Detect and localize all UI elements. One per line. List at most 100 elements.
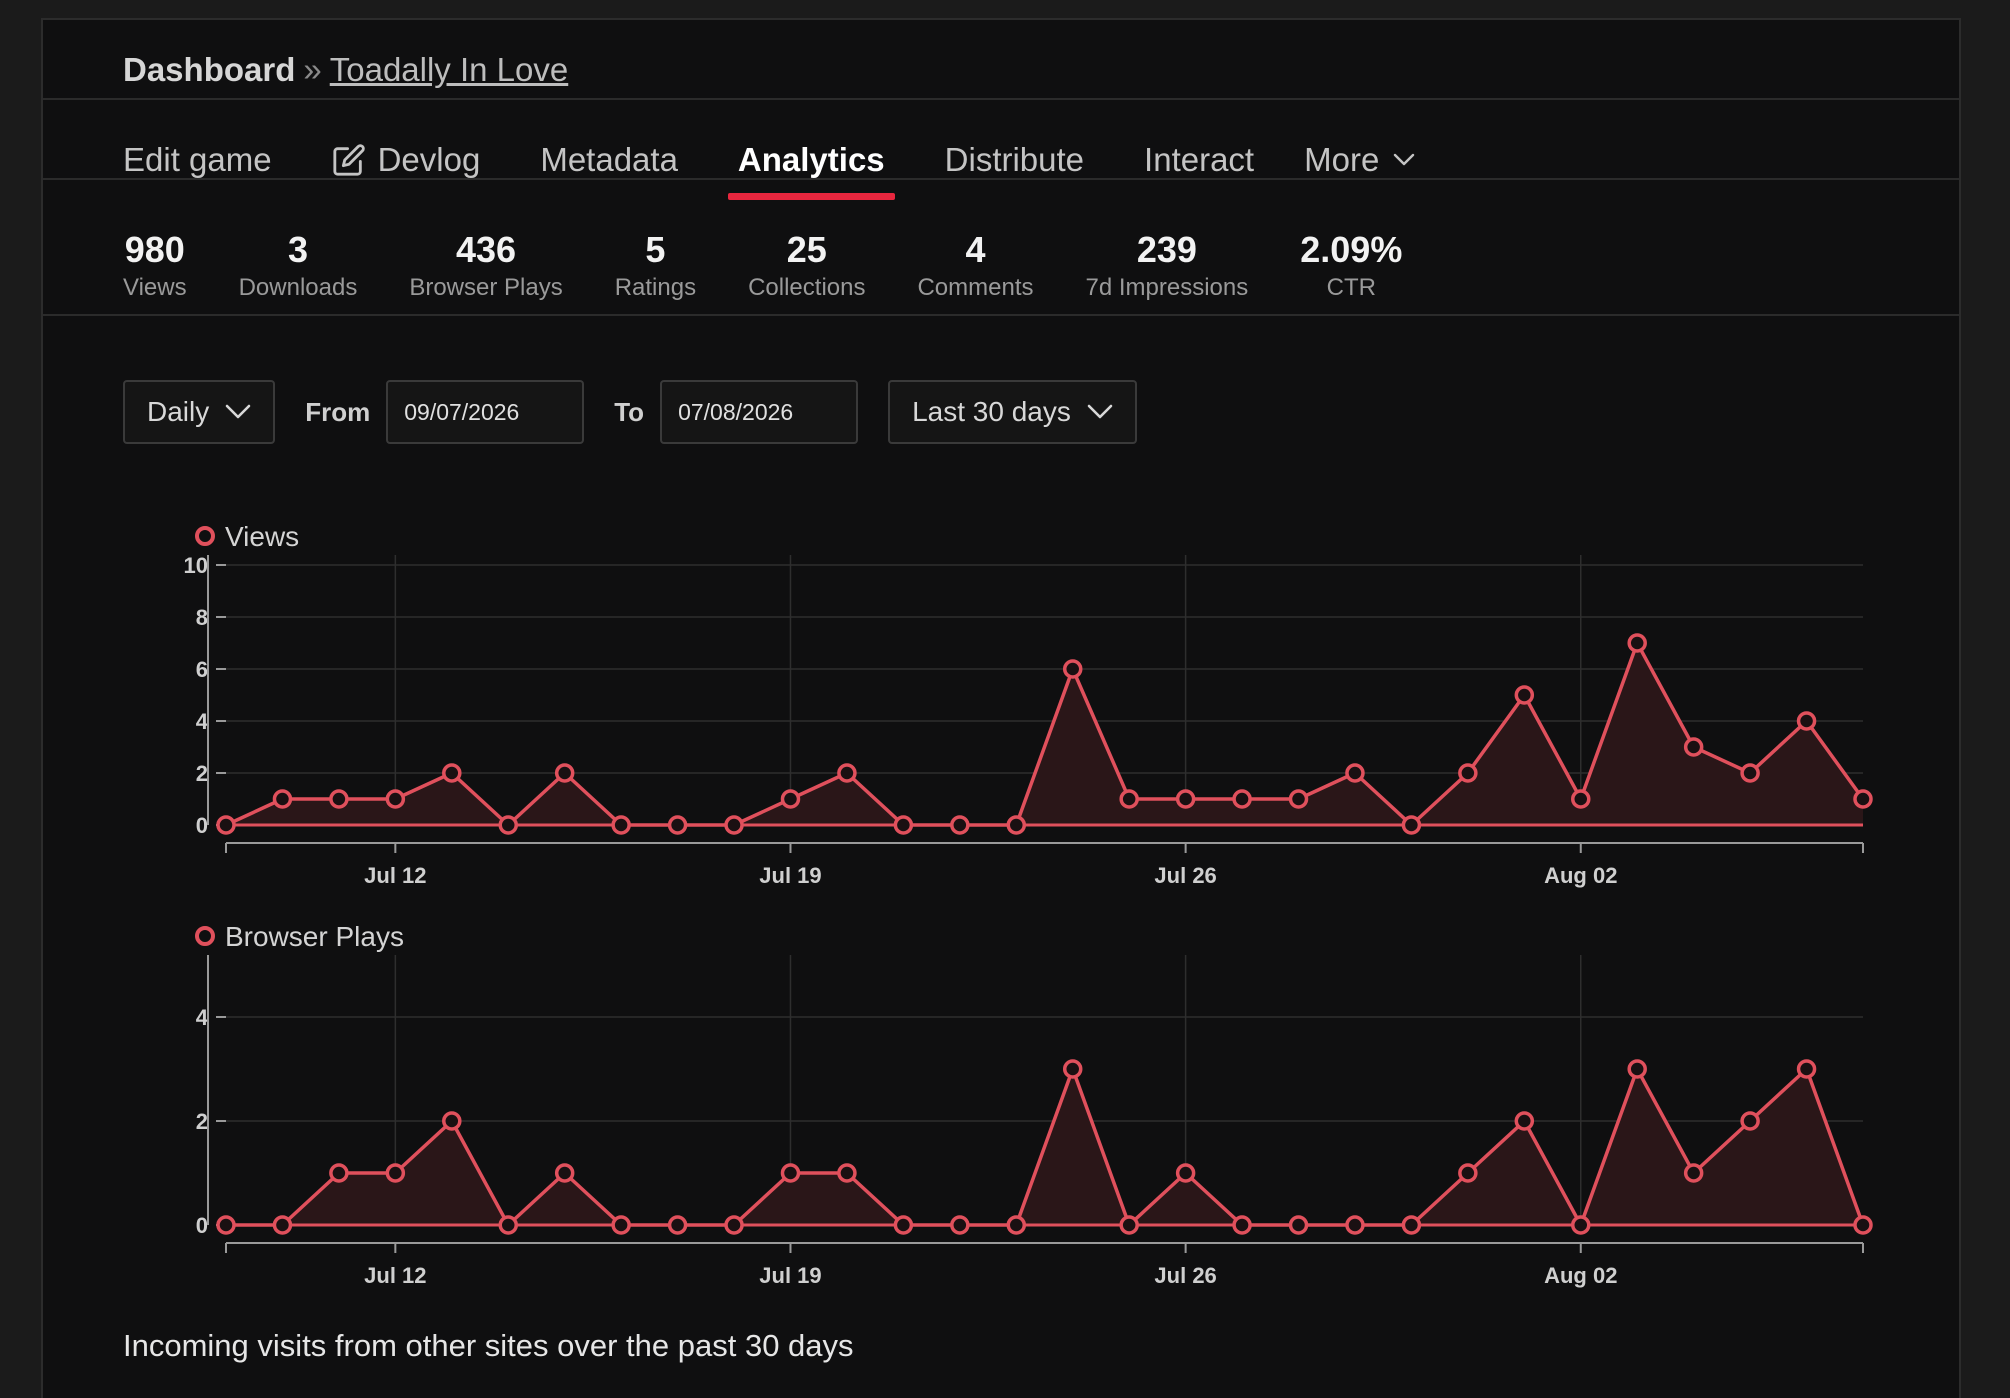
- data-point[interactable]: [1627, 1059, 1647, 1079]
- data-point[interactable]: [1514, 685, 1535, 705]
- data-point[interactable]: [1345, 763, 1365, 783]
- data-point[interactable]: [1740, 763, 1760, 783]
- data-point[interactable]: [442, 1111, 462, 1131]
- stat-browser-plays[interactable]: 436 Browser Plays: [409, 228, 562, 304]
- tab-metadata[interactable]: Metadata: [540, 120, 678, 200]
- stat-collections[interactable]: 25 Collections: [748, 228, 865, 304]
- data-point[interactable]: [1232, 789, 1252, 809]
- data-point[interactable]: [780, 1163, 801, 1183]
- data-point[interactable]: [442, 763, 462, 783]
- data-point[interactable]: [1401, 1215, 1422, 1235]
- data-point[interactable]: [1288, 1215, 1309, 1235]
- data-point[interactable]: [1571, 1215, 1591, 1235]
- data-point[interactable]: [272, 789, 293, 809]
- tab-analytics[interactable]: Analytics: [727, 120, 895, 200]
- divider: [43, 314, 1959, 316]
- data-point[interactable]: [837, 763, 857, 783]
- data-point[interactable]: [385, 1163, 406, 1183]
- stat-comments[interactable]: 4 Comments: [917, 228, 1033, 304]
- tab-label: Distribute: [944, 141, 1085, 178]
- data-point[interactable]: [1119, 1215, 1139, 1235]
- data-point[interactable]: [893, 815, 914, 835]
- series-line: [225, 641, 1865, 827]
- data-point[interactable]: [1740, 1111, 1760, 1131]
- data-point[interactable]: [724, 815, 744, 835]
- data-point[interactable]: [272, 1215, 293, 1235]
- to-date-input[interactable]: [660, 380, 859, 444]
- data-point[interactable]: [1006, 1215, 1027, 1235]
- data-point[interactable]: [950, 1215, 970, 1235]
- data-point[interactable]: [667, 815, 688, 835]
- stat-label: Views: [123, 274, 187, 301]
- data-point[interactable]: [1062, 1059, 1083, 1079]
- data-point[interactable]: [498, 1215, 518, 1235]
- data-point[interactable]: [1345, 1215, 1365, 1235]
- data-point[interactable]: [1175, 789, 1196, 809]
- data-point[interactable]: [1232, 1215, 1252, 1235]
- data-point[interactable]: [1288, 789, 1309, 809]
- stat-label: Comments: [917, 274, 1034, 301]
- stat-impressions[interactable]: 239 7d Impressions: [1086, 228, 1249, 304]
- data-point[interactable]: [554, 1163, 575, 1183]
- data-point[interactable]: [1683, 737, 1704, 757]
- tab-edit-game[interactable]: Edit game: [123, 120, 272, 200]
- data-point[interactable]: [1796, 1059, 1817, 1079]
- x-tick-label: Jul 12: [364, 1263, 426, 1288]
- data-point[interactable]: [1458, 763, 1478, 783]
- data-point[interactable]: [1627, 633, 1647, 653]
- data-point[interactable]: [1853, 1215, 1873, 1235]
- data-point[interactable]: [1853, 789, 1873, 809]
- from-label: From: [305, 396, 371, 427]
- data-point[interactable]: [554, 763, 575, 783]
- y-tick-label: 4: [196, 709, 209, 734]
- data-point[interactable]: [1514, 1111, 1535, 1131]
- legend-label: Browser Plays: [225, 921, 404, 952]
- data-point[interactable]: [724, 1215, 744, 1235]
- data-point[interactable]: [1571, 789, 1591, 809]
- data-point[interactable]: [837, 1163, 857, 1183]
- stat-views[interactable]: 980 Views: [123, 228, 187, 304]
- data-point[interactable]: [216, 815, 236, 835]
- data-point[interactable]: [1062, 659, 1083, 679]
- y-tick-label: 8: [196, 605, 208, 630]
- data-point[interactable]: [1401, 815, 1422, 835]
- tab-distribute[interactable]: Distribute: [945, 120, 1084, 200]
- breadcrumb-game-link[interactable]: Toadally In Love: [329, 51, 569, 88]
- interval-select[interactable]: Daily: [123, 380, 276, 444]
- data-point[interactable]: [1683, 1163, 1704, 1183]
- tab-label: Interact: [1144, 141, 1255, 178]
- data-point[interactable]: [950, 815, 970, 835]
- range-select[interactable]: Last 30 days: [888, 380, 1137, 444]
- legend: Browser Plays: [195, 921, 404, 952]
- stat-ctr[interactable]: 2.09% CTR: [1300, 228, 1402, 304]
- x-tick-label: Jul 12: [364, 863, 426, 888]
- breadcrumb-separator: »: [303, 51, 322, 88]
- data-point[interactable]: [216, 1215, 236, 1235]
- x-tick-label: Jul 26: [1154, 863, 1216, 888]
- data-point[interactable]: [1006, 815, 1027, 835]
- stat-label: Browser Plays: [409, 274, 563, 301]
- data-point[interactable]: [893, 1215, 914, 1235]
- data-point[interactable]: [1119, 789, 1139, 809]
- data-point[interactable]: [498, 815, 518, 835]
- data-point[interactable]: [329, 789, 349, 809]
- data-point[interactable]: [1796, 711, 1817, 731]
- data-point[interactable]: [1458, 1163, 1478, 1183]
- stat-label: 7d Impressions: [1085, 274, 1249, 301]
- tab-devlog[interactable]: Devlog: [332, 120, 480, 200]
- breadcrumb-dashboard[interactable]: Dashboard: [123, 51, 296, 88]
- data-point[interactable]: [780, 789, 801, 809]
- data-point[interactable]: [1175, 1163, 1196, 1183]
- stat-ratings[interactable]: 5 Ratings: [615, 228, 696, 304]
- from-date-input[interactable]: [386, 380, 585, 444]
- data-point[interactable]: [329, 1163, 349, 1183]
- data-point[interactable]: [611, 1215, 631, 1235]
- tab-interact[interactable]: Interact: [1144, 120, 1254, 200]
- data-point[interactable]: [385, 789, 406, 809]
- stat-value: 4: [965, 229, 986, 270]
- data-point[interactable]: [667, 1215, 688, 1235]
- stat-label: Downloads: [238, 274, 358, 301]
- data-point[interactable]: [611, 815, 631, 835]
- stat-downloads[interactable]: 3 Downloads: [239, 228, 358, 304]
- tab-more[interactable]: More: [1304, 120, 1427, 200]
